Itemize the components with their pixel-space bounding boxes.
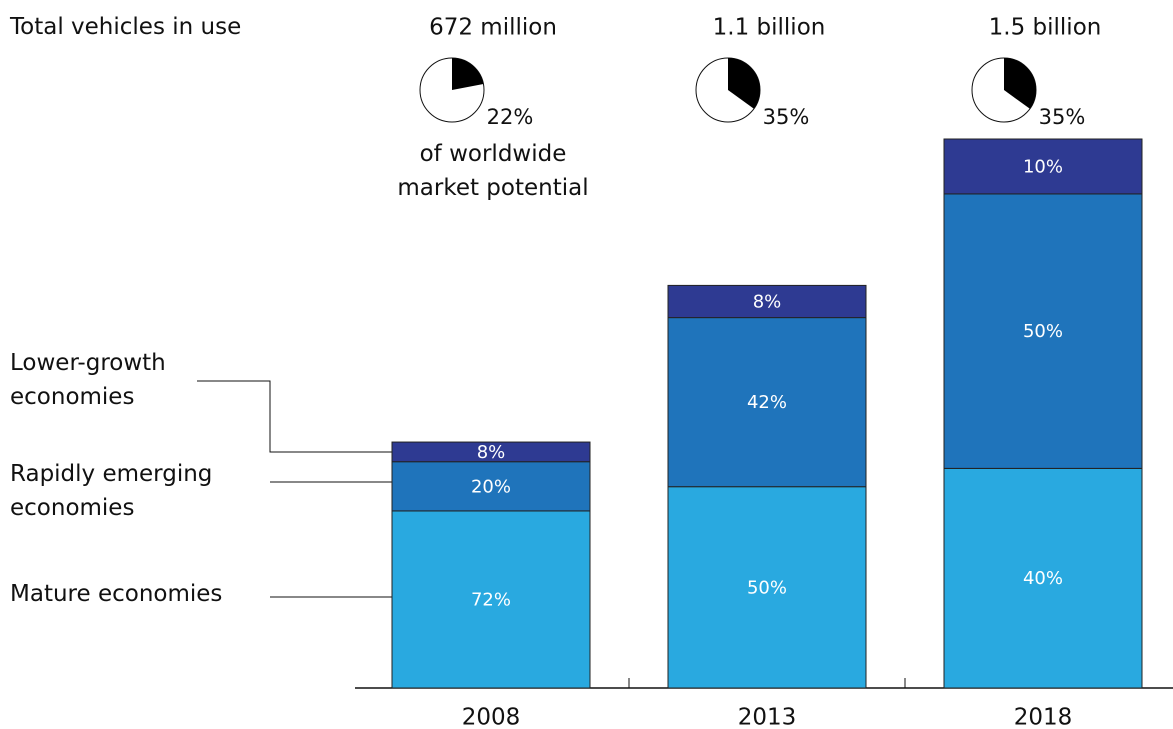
value-label: 40% xyxy=(1023,568,1063,589)
bar-segment xyxy=(667,486,867,689)
value-label: 20% xyxy=(471,476,511,497)
value-label: 50% xyxy=(747,577,787,598)
value-label: 10% xyxy=(1023,156,1063,177)
legend-label: Lower-growth economies xyxy=(10,350,166,410)
bar-segment xyxy=(943,193,1143,469)
value-label: 50% xyxy=(1023,321,1063,342)
bar-segment xyxy=(943,138,1143,195)
bar-segment xyxy=(391,461,591,512)
legend-label: Mature economies xyxy=(10,581,223,607)
legend-label: Rapidly emerging economies xyxy=(10,461,213,521)
value-label: 8% xyxy=(753,292,782,313)
x-tick-label: 2013 xyxy=(738,705,797,729)
total-label: 1.1 billion xyxy=(713,15,826,41)
market-note: of worldwide market potential xyxy=(397,141,589,201)
pie-slice xyxy=(1004,58,1036,109)
row-label: Total vehicles in use xyxy=(10,14,242,40)
pie-label: 22% xyxy=(487,105,534,129)
total-label: 672 million xyxy=(429,15,557,41)
value-label: 72% xyxy=(471,589,511,610)
pie-label: 35% xyxy=(1039,105,1086,129)
x-tick-label: 2008 xyxy=(462,705,521,729)
value-label: 42% xyxy=(747,392,787,413)
total-label: 1.5 billion xyxy=(989,15,1102,41)
pie-slice xyxy=(728,58,760,109)
bar-segment xyxy=(667,317,867,488)
bar-segment xyxy=(667,284,867,319)
value-label: 8% xyxy=(477,442,506,463)
pie-slice xyxy=(452,58,484,90)
bar-segment xyxy=(391,510,591,689)
bar-segment xyxy=(943,467,1143,689)
pie-label: 35% xyxy=(763,105,810,129)
x-tick-label: 2018 xyxy=(1014,705,1073,729)
bar-segment xyxy=(391,441,591,463)
leader-line xyxy=(197,380,392,453)
